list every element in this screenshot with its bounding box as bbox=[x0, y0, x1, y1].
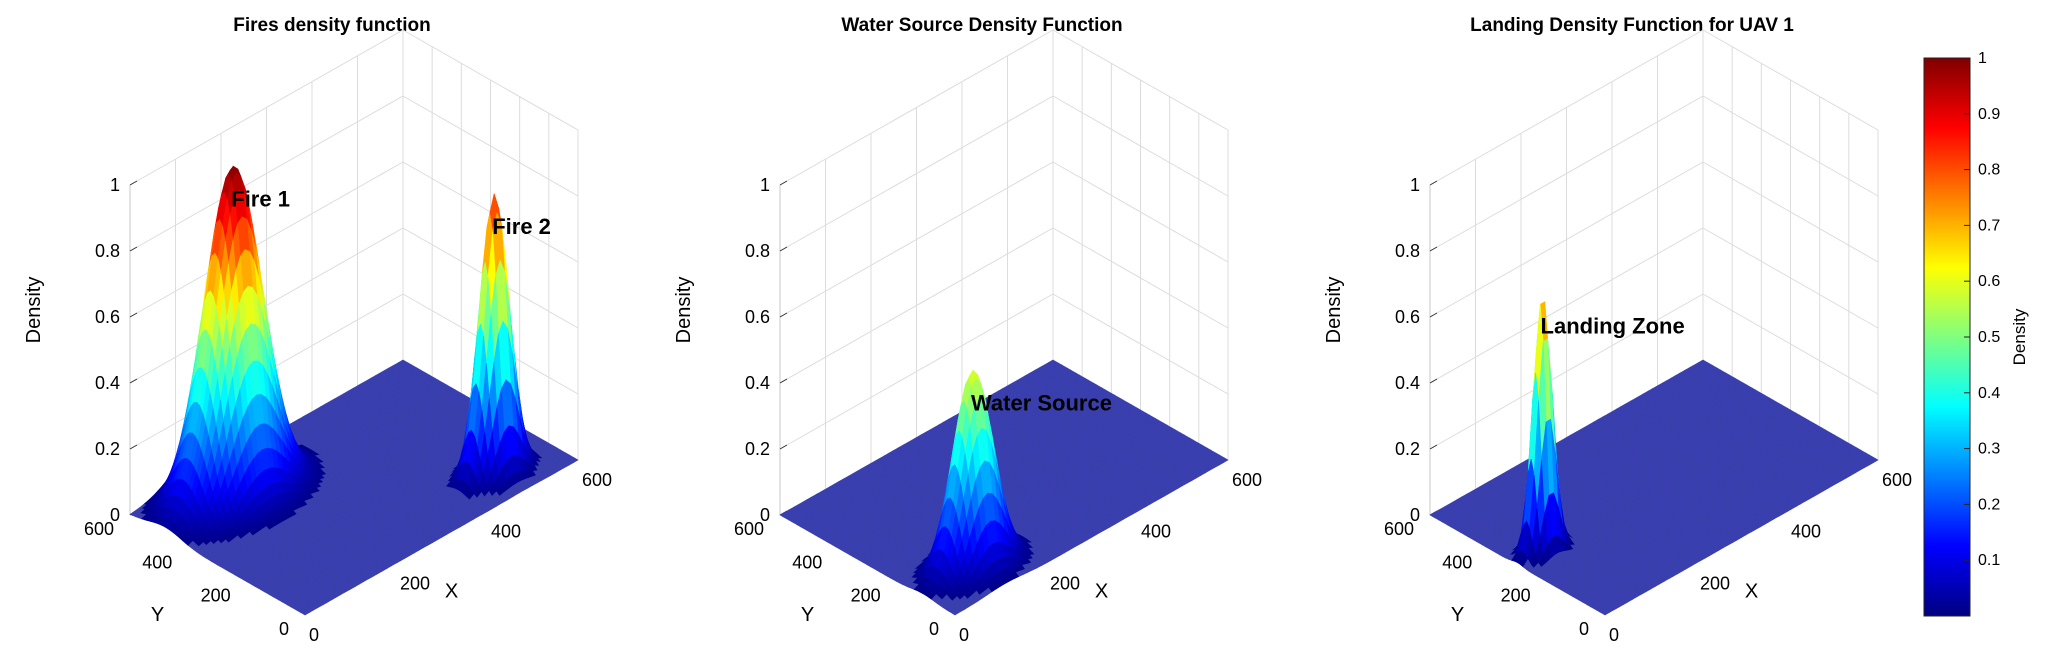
z-tick-label: 0.8 bbox=[745, 241, 770, 261]
tick-mark bbox=[129, 312, 138, 318]
grid-line bbox=[402, 95, 579, 197]
z-tick-label: 0.2 bbox=[745, 439, 770, 459]
tick-mark bbox=[779, 378, 788, 384]
y-axis-label: Y bbox=[151, 604, 164, 626]
z-tick-label: 0.2 bbox=[95, 439, 120, 459]
x-tick-label: 0 bbox=[309, 625, 319, 645]
z-tick-label: 0.6 bbox=[745, 307, 770, 327]
tick-mark bbox=[779, 180, 788, 186]
chart-title: Water Source Density Function bbox=[841, 15, 1122, 36]
x-tick-label: 600 bbox=[582, 470, 612, 490]
x-tick-label: 400 bbox=[491, 522, 521, 542]
subplot-fires: Fires density function 0 0.2 0.4 0.6 0.8 1 Dens… bbox=[23, 15, 612, 645]
z-axis-label: Density bbox=[673, 277, 695, 344]
z-tick-label: 1 bbox=[110, 175, 120, 195]
subplot-water-source: Water Source Density Function00.20.40.60… bbox=[673, 15, 1262, 645]
z-tick-label: 0 bbox=[110, 505, 120, 525]
tick-mark bbox=[779, 444, 788, 450]
y-tick-label: 400 bbox=[142, 552, 172, 572]
z-tick-label: 0.6 bbox=[95, 307, 120, 327]
annotation-fire-1: Fire 1 bbox=[231, 186, 290, 211]
z-tick-label: 0.4 bbox=[95, 373, 120, 393]
grid-line bbox=[129, 227, 404, 384]
y-tick-label: 200 bbox=[201, 586, 231, 606]
tick-mark bbox=[129, 180, 138, 186]
tick-mark bbox=[129, 246, 138, 252]
chart-title: Fires density function bbox=[233, 15, 430, 36]
z-tick-label: 1 bbox=[760, 175, 770, 195]
z-ticks: 0 0.2 0.4 0.6 0.8 1 bbox=[95, 175, 138, 525]
tick-mark bbox=[779, 312, 788, 318]
grid-line bbox=[129, 29, 404, 186]
x-axis-label: X bbox=[445, 581, 458, 603]
axes-box bbox=[129, 29, 579, 516]
x-tick-label: 200 bbox=[400, 573, 430, 593]
tick-mark bbox=[779, 246, 788, 252]
tick-mark bbox=[129, 444, 138, 450]
z-ticks: 00.20.40.60.81 bbox=[745, 175, 788, 525]
grid-line bbox=[129, 95, 404, 252]
grid-line bbox=[402, 29, 579, 131]
y-tick-label: 600 bbox=[84, 519, 114, 539]
surface bbox=[129, 165, 579, 616]
z-axis-label: Density bbox=[23, 277, 45, 344]
tick-mark bbox=[129, 378, 138, 384]
annotation-fire-2: Fire 2 bbox=[492, 214, 551, 239]
grid-line bbox=[129, 161, 404, 318]
y-tick-label: 0 bbox=[279, 619, 289, 639]
z-tick-label: 0.8 bbox=[95, 241, 120, 261]
z-tick-label: 0.4 bbox=[745, 373, 770, 393]
